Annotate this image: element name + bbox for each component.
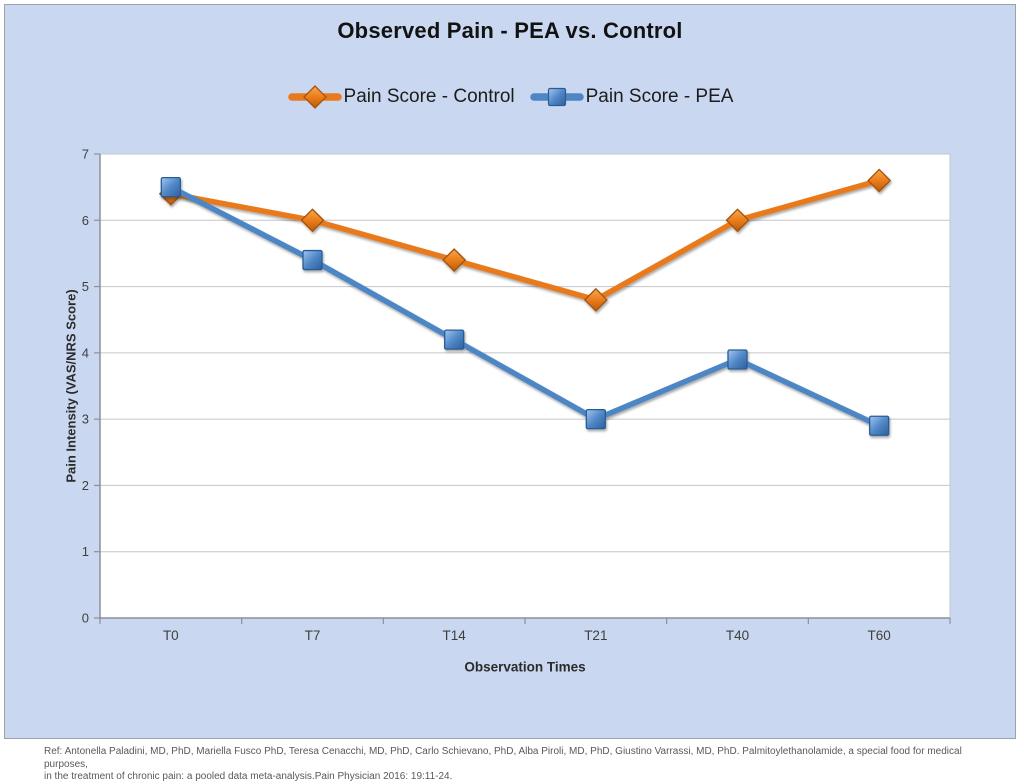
series-control xyxy=(158,168,892,312)
gridlines xyxy=(100,219,950,553)
x-tick-label: T40 xyxy=(726,628,749,643)
line-square-marker-icon xyxy=(529,87,584,107)
diamond-marker-icon xyxy=(583,287,608,312)
reference-line-1: Ref: Antonella Paladini, MD, PhD, Mariel… xyxy=(44,746,962,770)
x-tick-label: T21 xyxy=(584,628,607,643)
y-tick-label: 1 xyxy=(82,544,89,559)
series-pea xyxy=(160,176,890,436)
series-line xyxy=(168,184,882,429)
square-marker-icon xyxy=(869,415,890,436)
chart-canvas: Observed Pain - PEA vs. Control Pain Sco… xyxy=(4,4,1016,739)
legend-label-control: Pain Score - Control xyxy=(343,86,515,107)
x-tick-label: T7 xyxy=(305,628,321,643)
square-marker-icon xyxy=(302,249,323,271)
y-axis-title: Pain Intensity (VAS/NRS Score) xyxy=(63,289,79,483)
y-tick-label: 6 xyxy=(82,213,89,228)
diamond-marker-icon xyxy=(725,208,750,233)
legend-label-pea: Pain Score - PEA xyxy=(585,86,734,107)
y-tick-label: 4 xyxy=(82,345,89,360)
y-tick-label: 2 xyxy=(82,478,89,493)
square-marker-icon xyxy=(727,349,748,370)
chart-title: Observed Pain - PEA vs. Control xyxy=(337,18,683,43)
y-tick-label: 3 xyxy=(82,412,89,427)
legend-item-control: Pain Score - Control xyxy=(287,85,515,109)
line-diamond-marker-icon xyxy=(287,85,342,109)
reference-footnote: Ref: Antonella Paladini, MD, PhD, Mariel… xyxy=(44,746,1004,784)
axes: 0 1 2 3 4 5 6 7 T0 T7 T14 T21 T40 T60 xyxy=(82,147,951,643)
x-tick-label: T0 xyxy=(163,628,179,643)
diamond-marker-icon xyxy=(442,248,467,273)
legend-item-pea: Pain Score - PEA xyxy=(529,85,734,109)
x-tick-label: T60 xyxy=(868,628,891,643)
square-marker-icon xyxy=(444,329,465,350)
legend: Pain Score - Control Pain Score - PEA xyxy=(5,85,1015,109)
line-chart-plot: 0 1 2 3 4 5 6 7 T0 T7 T14 T21 T40 T60 xyxy=(82,147,951,643)
x-axis-title: Observation Times xyxy=(464,659,586,675)
diamond-marker-icon xyxy=(300,208,325,233)
y-tick-label: 7 xyxy=(82,147,89,162)
diamond-marker-icon xyxy=(867,168,892,193)
square-marker-icon xyxy=(585,408,606,430)
y-tick-label: 0 xyxy=(82,611,89,626)
x-tick-label: T14 xyxy=(443,628,467,643)
series-line xyxy=(168,177,882,303)
square-marker-icon xyxy=(160,176,181,198)
y-tick-label: 5 xyxy=(82,279,89,294)
plot-area xyxy=(99,153,951,619)
reference-line-2: in the treatment of chronic pain: a pool… xyxy=(44,771,453,782)
